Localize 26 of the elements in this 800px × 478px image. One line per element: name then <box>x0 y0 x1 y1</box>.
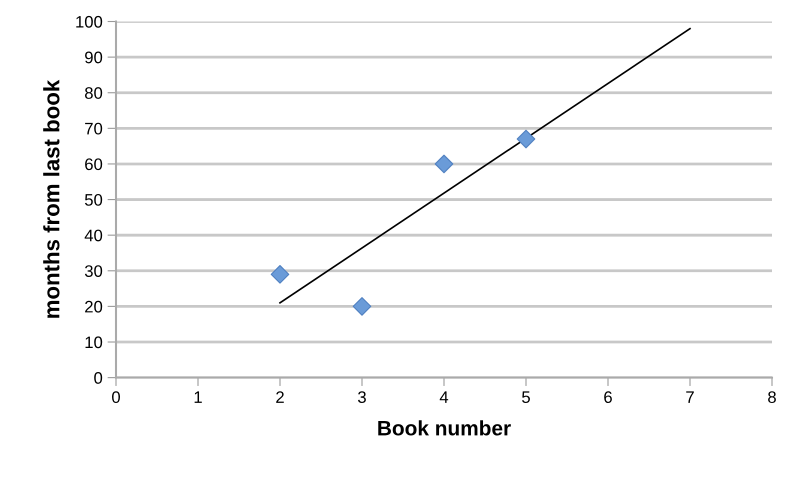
x-tick-label: 8 <box>768 391 776 404</box>
point <box>352 297 372 316</box>
y-tick-label: 100 <box>76 16 102 28</box>
y-tick-label: 10 <box>86 336 102 348</box>
y-tick-label: 70 <box>85 122 102 135</box>
x-tick-label: 6 <box>604 391 612 404</box>
y-axis-title: months from last book <box>43 80 60 318</box>
x-tick-label: 2 <box>276 391 284 403</box>
y-tick-label: 60 <box>85 158 102 170</box>
x-tick-label: 5 <box>522 391 530 404</box>
point <box>516 130 536 148</box>
y-tick-label: 0 <box>94 372 102 384</box>
x-tick-label: 7 <box>686 391 694 403</box>
y-tick-label: 40 <box>84 230 102 242</box>
point <box>434 154 454 174</box>
x-tick-label: 4 <box>440 391 448 403</box>
x-tick-label: 1 <box>194 391 202 403</box>
x-tick-label: 0 <box>112 391 120 404</box>
y-tick-label: 30 <box>84 265 102 277</box>
y-tick-label: 80 <box>84 87 102 99</box>
x-axis-title: Book number <box>378 420 511 436</box>
point <box>270 265 290 284</box>
y-tick-label: 20 <box>85 300 102 313</box>
y-tick-label: 50 <box>84 194 102 206</box>
x-tick-label: 3 <box>358 391 366 404</box>
y-tick-label: 90 <box>85 52 102 64</box>
